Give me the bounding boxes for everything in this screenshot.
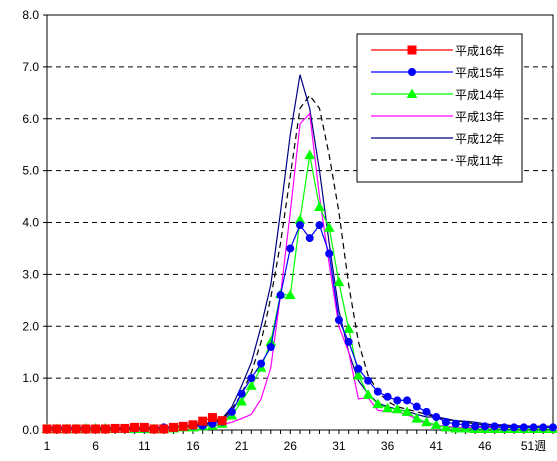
- data-point: [408, 46, 416, 54]
- data-point: [365, 377, 372, 384]
- data-point: [62, 425, 70, 433]
- data-point: [170, 423, 178, 431]
- data-point: [413, 403, 420, 410]
- data-point: [423, 408, 430, 415]
- data-point: [131, 423, 139, 431]
- y-tick-label: 0.0: [22, 423, 39, 437]
- y-tick-label: 5.0: [22, 164, 39, 178]
- data-point: [530, 424, 537, 431]
- data-point: [228, 408, 235, 415]
- data-point: [306, 235, 313, 242]
- x-tick-label: 41: [430, 439, 444, 453]
- data-point: [404, 397, 411, 404]
- data-point: [140, 423, 148, 431]
- data-point: [462, 421, 469, 428]
- data-point: [111, 424, 119, 432]
- data-point: [384, 393, 391, 400]
- data-point: [208, 414, 216, 422]
- data-point: [92, 425, 100, 433]
- data-point: [277, 292, 284, 299]
- legend-label: 平成11年: [455, 154, 503, 168]
- x-tick-label: 31: [332, 439, 346, 453]
- data-point: [258, 360, 265, 367]
- x-tick-label: 6: [92, 439, 99, 453]
- x-tick-label: 46: [478, 439, 492, 453]
- data-point: [72, 425, 80, 433]
- legend-label: 平成12年: [455, 132, 504, 146]
- y-tick-label: 8.0: [22, 8, 39, 22]
- x-tick-label: 1: [44, 439, 51, 453]
- y-tick-labels: 0.0 1.0 2.0 3.0 4.0 5.0 6.0 7.0 8.0: [22, 8, 39, 437]
- data-point: [121, 424, 129, 432]
- legend-label: 平成14年: [455, 88, 504, 102]
- data-point: [267, 344, 274, 351]
- y-tick-label: 3.0: [22, 267, 39, 281]
- data-point: [481, 423, 488, 430]
- data-point: [179, 422, 187, 430]
- data-point: [355, 365, 362, 372]
- data-point: [82, 425, 90, 433]
- y-tick-label: 4.0: [22, 216, 39, 230]
- data-point: [501, 424, 508, 431]
- x-tick-label: 36: [381, 439, 395, 453]
- data-point: [491, 423, 498, 430]
- data-point: [472, 423, 479, 430]
- data-point: [550, 424, 557, 431]
- data-point: [511, 424, 518, 431]
- data-point: [248, 375, 255, 382]
- data-point: [43, 425, 51, 433]
- x-tick-label: 21: [235, 439, 249, 453]
- data-point: [101, 425, 109, 433]
- legend-label: 平成15年: [455, 66, 504, 80]
- data-point: [316, 222, 323, 229]
- data-point: [442, 419, 449, 426]
- data-point: [433, 414, 440, 421]
- y-tick-label: 6.0: [22, 112, 39, 126]
- legend-label: 平成13年: [455, 110, 504, 124]
- y-tick-label: 2.0: [22, 319, 39, 333]
- x-tick-label: 26: [284, 439, 298, 453]
- y-tick-label: 1.0: [22, 371, 39, 385]
- data-point: [287, 245, 294, 252]
- data-point: [394, 397, 401, 404]
- data-point: [335, 317, 342, 324]
- data-point: [199, 417, 207, 425]
- legend-label: 平成16年: [455, 44, 504, 58]
- data-point: [345, 338, 352, 345]
- y-tick-label: 7.0: [22, 60, 39, 74]
- data-point: [160, 425, 168, 433]
- data-point: [326, 250, 333, 257]
- x-tick-label: 11: [138, 439, 151, 453]
- data-point: [218, 417, 226, 425]
- data-point: [520, 424, 527, 431]
- data-point: [374, 388, 381, 395]
- data-point: [53, 425, 61, 433]
- data-point: [409, 69, 416, 76]
- data-point: [189, 421, 197, 429]
- data-point: [540, 424, 547, 431]
- data-point: [150, 425, 158, 433]
- x-tick-label: 16: [186, 439, 200, 453]
- data-point: [452, 420, 459, 427]
- data-point: [297, 222, 304, 229]
- data-point: [238, 390, 245, 397]
- x-tick-label: 51週: [521, 439, 546, 453]
